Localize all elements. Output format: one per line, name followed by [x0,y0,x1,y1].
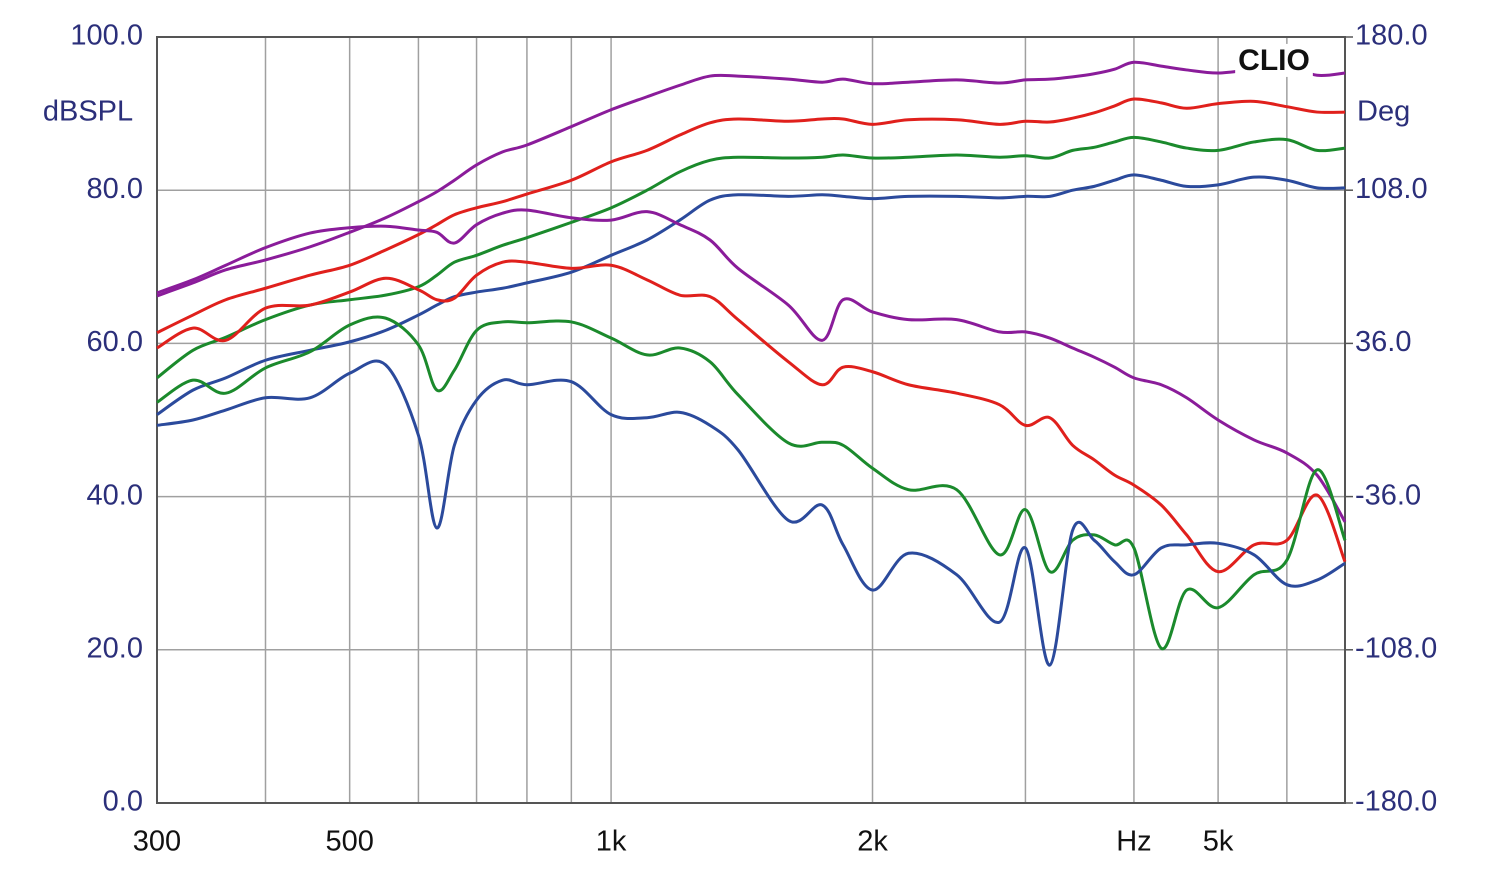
y2-tick-label: 180.0 [1355,20,1428,52]
response-curve [156,60,1346,298]
response-curve [156,135,1346,380]
y-tick-label: 80.0 [87,173,143,205]
annotation: CLIO [1238,44,1310,77]
x-tick-label: 1k [596,826,627,858]
x-tick-label: 300 [133,826,181,858]
plot-frame [156,36,1346,804]
y-tick-label: 0.0 [103,786,143,818]
y-axis-label: dBSPL [43,96,133,128]
x-tick-label: 5k [1203,826,1234,858]
y2-tick-label: 108.0 [1355,173,1428,205]
response-curve [156,97,1346,335]
response-curve [156,259,1347,574]
response-curve [156,359,1346,667]
response-curve [156,315,1347,651]
annotation-background [1235,43,1313,77]
x-tick-label: 2k [857,826,888,858]
y-tick-label: 40.0 [87,479,143,511]
response-curve [156,208,1347,523]
y-tick-label: 20.0 [87,632,143,664]
y-tick-label: 60.0 [87,326,143,358]
x-tick-label: 500 [325,826,373,858]
y2-tick-label: -36.0 [1355,479,1421,511]
y2-tick-label: 36.0 [1355,326,1411,358]
y-tick-label: 100.0 [70,20,143,52]
x-tick-label: Hz [1116,826,1151,858]
y2-tick-label: -180.0 [1355,786,1437,818]
response-curve [156,173,1346,416]
y2-axis-label: Deg [1357,96,1410,128]
y2-tick-label: -108.0 [1355,632,1437,664]
